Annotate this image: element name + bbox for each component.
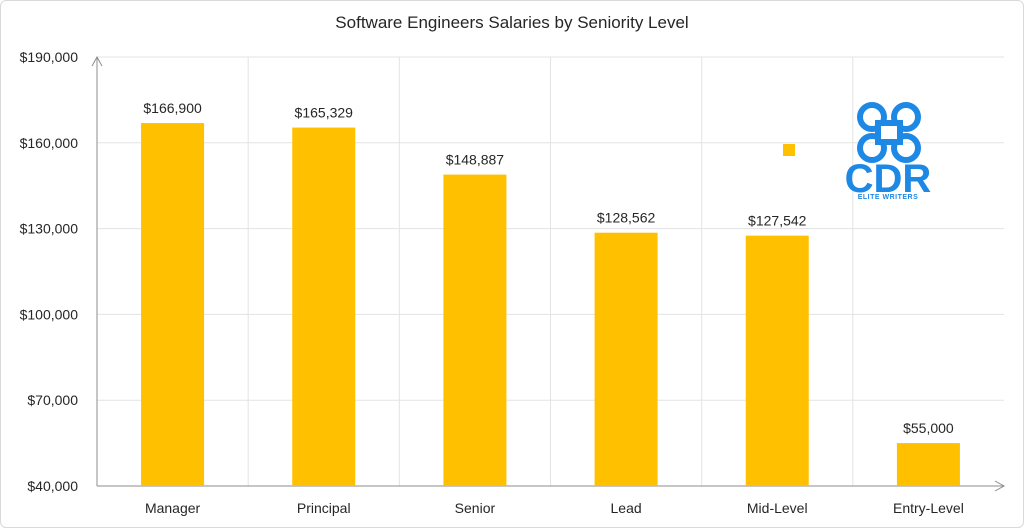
y-tick-label: $70,000 <box>27 392 78 408</box>
axes <box>91 55 1006 492</box>
bar <box>594 232 658 486</box>
bar <box>896 443 960 486</box>
x-tick-labels: Manager Principal Senior Lead Mid-Level Entry… <box>145 500 964 516</box>
x-tick-label: Entry-Level <box>893 500 964 516</box>
y-tick-label: $130,000 <box>20 221 79 237</box>
y-tick-labels: $40,000 $70,000 $100,000 $130,000 $160,000 $1… <box>20 49 79 494</box>
data-label: $165,329 <box>295 105 354 121</box>
data-label: $55,000 <box>903 420 954 436</box>
y-axis-arrow <box>91 55 103 67</box>
logo-accent-square <box>783 144 795 156</box>
y-tick-label: $100,000 <box>20 306 79 322</box>
x-tick-label: Lead <box>611 500 642 516</box>
x-tick-label: Senior <box>455 500 496 516</box>
x-tick-label: Mid-Level <box>747 500 808 516</box>
command-key-icon <box>857 102 921 163</box>
logo-mark-text: CDR <box>845 157 932 201</box>
data-label: $127,542 <box>748 213 807 229</box>
x-axis-arrow <box>994 480 1006 492</box>
logo-subtext: ELITE WRITERS <box>858 194 919 201</box>
data-label: $128,562 <box>597 210 656 226</box>
x-tick-label: Principal <box>297 500 351 516</box>
y-tick-label: $40,000 <box>27 478 78 494</box>
y-tick-label: $160,000 <box>20 135 79 151</box>
y-tick-label: $190,000 <box>20 49 79 65</box>
x-tick-label: Manager <box>145 500 201 516</box>
bars <box>141 123 960 487</box>
chart-title: Software Engineers Salaries by Seniority… <box>335 13 688 32</box>
bar <box>443 174 507 486</box>
data-label: $166,900 <box>143 100 202 116</box>
bar <box>745 235 809 486</box>
gridlines <box>97 56 1004 487</box>
data-labels: $166,900 $165,329 $148,887 $128,562 $127,542… <box>143 100 954 436</box>
bar <box>292 127 356 487</box>
data-label: $148,887 <box>446 152 505 168</box>
bar <box>141 123 205 486</box>
